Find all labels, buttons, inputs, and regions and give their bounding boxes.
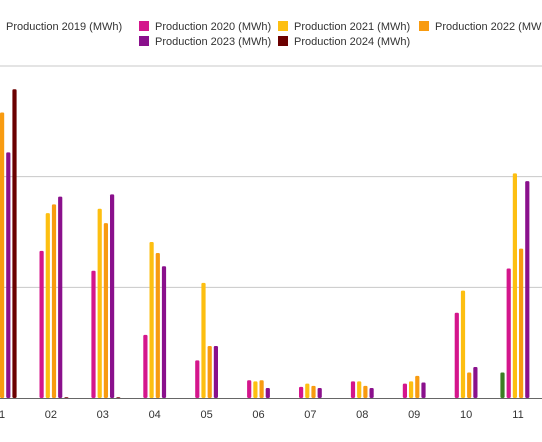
bar-05-3 bbox=[207, 345, 212, 398]
bar-group-05 bbox=[195, 282, 218, 398]
x-tick-label: 04 bbox=[149, 409, 161, 421]
x-tick-label: 02 bbox=[45, 409, 57, 421]
x-tick-label: 07 bbox=[304, 409, 316, 421]
legend-swatch bbox=[139, 36, 149, 46]
bar-09-2 bbox=[409, 381, 414, 398]
bar-07-3 bbox=[311, 385, 316, 398]
bar-04-2 bbox=[149, 241, 154, 398]
bar-11-0 bbox=[500, 372, 505, 398]
x-axis: 01 02 03 04 05 06 07 08 09 10 11 bbox=[0, 398, 542, 421]
bar-02-5 bbox=[64, 397, 69, 398]
legend-item-0[interactable]: Production 2019 (MWh) bbox=[0, 21, 122, 33]
x-tick-label: 06 bbox=[252, 409, 264, 421]
bar-11-4 bbox=[525, 181, 530, 398]
bar-03-3 bbox=[103, 223, 108, 398]
legend-item-3[interactable]: Production 2022 (MWh) bbox=[419, 21, 542, 33]
bar-group-11 bbox=[500, 173, 530, 398]
bar-03-4 bbox=[110, 194, 115, 398]
legend-item-1[interactable]: Production 2020 (MWh) bbox=[139, 21, 271, 33]
bar-09-3 bbox=[415, 375, 420, 398]
bar-03-1 bbox=[91, 270, 96, 398]
bar-01-5 bbox=[12, 89, 17, 399]
bar-05-2 bbox=[201, 282, 206, 398]
bar-08-3 bbox=[363, 385, 368, 398]
y-gridlines bbox=[0, 65, 542, 288]
legend-label: Production 2022 (MWh) bbox=[435, 21, 542, 33]
bar-08-4 bbox=[369, 388, 374, 398]
bar-11-3 bbox=[519, 248, 524, 398]
bar-01-3 bbox=[0, 112, 5, 398]
bar-10-1 bbox=[454, 312, 459, 398]
x-tick-label: 10 bbox=[460, 409, 472, 421]
bar-group-10 bbox=[454, 290, 478, 398]
bar-group-07 bbox=[299, 383, 322, 398]
legend-label: Production 2019 (MWh) bbox=[6, 21, 122, 33]
bar-group-06 bbox=[247, 380, 270, 398]
bar-group-02 bbox=[39, 196, 69, 398]
bar-group-01 bbox=[0, 89, 17, 399]
bar-04-4 bbox=[161, 266, 167, 398]
legend-item-5[interactable]: Production 2024 (MWh) bbox=[278, 36, 410, 48]
legend-swatch bbox=[278, 36, 288, 46]
bar-10-4 bbox=[473, 367, 478, 398]
bar-07-4 bbox=[317, 388, 322, 398]
bar-02-2 bbox=[45, 213, 50, 398]
x-tick-label: 09 bbox=[408, 409, 420, 421]
bar-group-04 bbox=[143, 241, 167, 398]
bar-group-09 bbox=[402, 375, 426, 398]
bar-08-1 bbox=[350, 381, 356, 398]
bar-06-3 bbox=[259, 380, 264, 398]
bar-10-2 bbox=[460, 290, 466, 398]
legend-swatch bbox=[139, 21, 149, 31]
bar-04-3 bbox=[155, 253, 160, 398]
bar-06-4 bbox=[265, 388, 270, 398]
bar-03-2 bbox=[97, 208, 102, 398]
legend-label: Production 2020 (MWh) bbox=[155, 21, 271, 33]
legend-label: Production 2023 (MWh) bbox=[155, 36, 271, 48]
bar-06-1 bbox=[247, 380, 252, 398]
bar-09-1 bbox=[402, 383, 407, 398]
bar-11-1 bbox=[506, 268, 511, 398]
bar-04-1 bbox=[143, 334, 148, 398]
legend-item-4[interactable]: Production 2023 (MWh) bbox=[139, 36, 271, 48]
bar-03-5 bbox=[116, 397, 121, 398]
x-tick-label: 11 bbox=[512, 409, 523, 421]
chart-legend: Production 2019 (MWh) Production 2020 (MW… bbox=[0, 21, 542, 48]
bar-06-2 bbox=[253, 381, 258, 398]
bar-05-4 bbox=[213, 345, 218, 398]
bar-group-03 bbox=[91, 194, 121, 398]
x-tick-label: 03 bbox=[97, 409, 109, 421]
bar-09-4 bbox=[421, 382, 426, 398]
x-tick-label: 05 bbox=[200, 409, 212, 421]
bar-series bbox=[0, 89, 530, 399]
bar-02-4 bbox=[58, 196, 63, 398]
bar-02-3 bbox=[51, 204, 57, 398]
legend-label: Production 2024 (MWh) bbox=[294, 36, 410, 48]
bar-02-1 bbox=[39, 250, 44, 398]
x-tick-label: 01 bbox=[0, 409, 5, 421]
bar-group-08 bbox=[350, 381, 374, 398]
x-tick-label: 08 bbox=[356, 409, 368, 421]
bar-07-2 bbox=[305, 383, 310, 398]
legend-label: Production 2021 (MWh) bbox=[294, 21, 410, 33]
bar-10-3 bbox=[467, 372, 472, 398]
bar-01-4 bbox=[6, 152, 11, 398]
legend-swatch bbox=[419, 21, 429, 31]
bar-11-2 bbox=[512, 173, 517, 398]
bar-08-2 bbox=[357, 381, 362, 398]
bar-05-1 bbox=[195, 360, 200, 398]
legend-swatch bbox=[278, 21, 288, 31]
legend-item-2[interactable]: Production 2021 (MWh) bbox=[278, 21, 410, 33]
bar-07-1 bbox=[299, 386, 304, 398]
